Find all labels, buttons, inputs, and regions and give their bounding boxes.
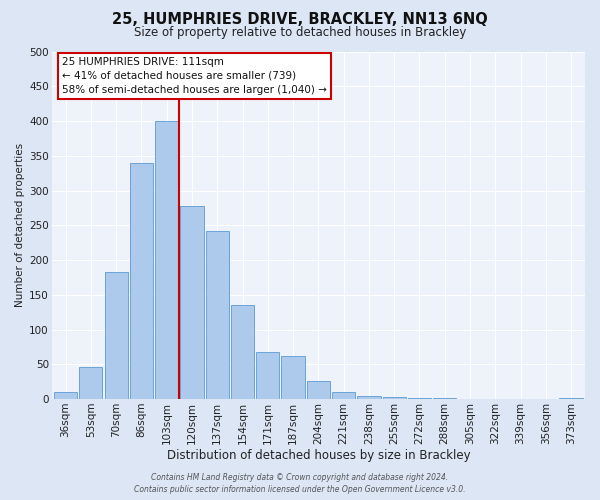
Bar xyxy=(256,352,280,399)
Bar xyxy=(357,396,380,399)
Bar xyxy=(79,367,103,399)
Bar xyxy=(408,398,431,399)
Text: 25 HUMPHRIES DRIVE: 111sqm
← 41% of detached houses are smaller (739)
58% of sem: 25 HUMPHRIES DRIVE: 111sqm ← 41% of deta… xyxy=(62,56,327,94)
Bar xyxy=(181,206,203,399)
Bar xyxy=(206,231,229,399)
Bar xyxy=(332,392,355,399)
Bar xyxy=(307,381,330,399)
Bar xyxy=(383,397,406,399)
Text: Size of property relative to detached houses in Brackley: Size of property relative to detached ho… xyxy=(134,26,466,39)
Bar xyxy=(231,305,254,399)
Bar xyxy=(155,121,178,399)
Bar xyxy=(433,398,457,399)
Text: Contains HM Land Registry data © Crown copyright and database right 2024.
Contai: Contains HM Land Registry data © Crown c… xyxy=(134,472,466,494)
Bar xyxy=(130,162,153,399)
Bar xyxy=(559,398,583,399)
Bar xyxy=(104,272,128,399)
Text: 25, HUMPHRIES DRIVE, BRACKLEY, NN13 6NQ: 25, HUMPHRIES DRIVE, BRACKLEY, NN13 6NQ xyxy=(112,12,488,28)
Bar xyxy=(281,356,305,399)
Y-axis label: Number of detached properties: Number of detached properties xyxy=(15,143,25,308)
X-axis label: Distribution of detached houses by size in Brackley: Distribution of detached houses by size … xyxy=(167,450,470,462)
Bar xyxy=(54,392,77,399)
